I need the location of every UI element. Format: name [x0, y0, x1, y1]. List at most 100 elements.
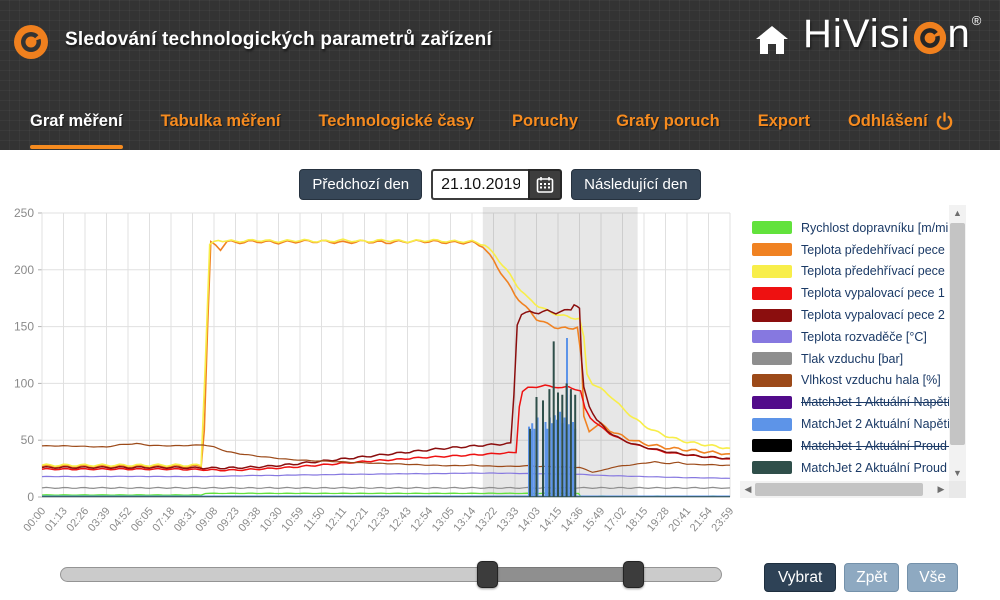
legend-item[interactable]: MatchJet 2 Aktuální Proud [u	[752, 457, 949, 479]
horizontal-scroll-thumb[interactable]	[755, 483, 923, 496]
legend-swatch	[752, 264, 792, 278]
legend-vertical-scrollbar[interactable]: ▲ ▼	[949, 205, 966, 481]
slider-selected-range[interactable]	[486, 567, 633, 582]
date-group	[431, 169, 563, 200]
legend-item[interactable]: Teplota vypalovací pece 2 [°	[752, 304, 949, 326]
legend-horizontal-scrollbar[interactable]: ◀ ▶	[740, 481, 949, 498]
legend-item[interactable]: Teplota předehřívací pece 2	[752, 261, 949, 283]
nav-item-label: Tabulka měření	[160, 112, 281, 130]
legend-item[interactable]: Teplota předehřívací pece 1	[752, 239, 949, 261]
svg-text:13:14: 13:14	[451, 505, 478, 534]
nav-item-technologick-asy[interactable]: Technologické časy	[318, 112, 474, 149]
calendar-button[interactable]	[528, 169, 563, 200]
previous-day-button[interactable]: Předchozí den	[299, 169, 423, 200]
legend-label: Teplota předehřívací pece 2	[801, 264, 949, 279]
slider-handle-right[interactable]	[622, 561, 644, 588]
select-button[interactable]: Vybrat	[764, 563, 837, 592]
legend-swatch	[752, 395, 792, 409]
legend-label: Rychlost dopravníku [m/min]	[801, 220, 949, 235]
footer-buttons: Vybrat Zpět Vše	[764, 563, 958, 592]
next-day-button[interactable]: Následující den	[571, 169, 701, 200]
legend-label: MatchJet 1 Aktuální Napětí [	[801, 395, 949, 410]
legend-item[interactable]: Teplota rozvaděče [°C]	[752, 326, 949, 348]
nav-item-label: Grafy poruch	[616, 112, 720, 130]
back-button[interactable]: Zpět	[844, 563, 900, 592]
legend-label: Tlak vzduchu [bar]	[801, 351, 904, 366]
legend-item[interactable]: MatchJet 2 Aktuální Napětí [	[752, 413, 949, 435]
legend-swatch	[752, 308, 792, 322]
svg-text:17:02: 17:02	[602, 505, 629, 534]
nav-item-tabulka-m-en-[interactable]: Tabulka měření	[161, 112, 281, 149]
svg-text:14:15: 14:15	[537, 505, 564, 534]
svg-text:12:33: 12:33	[365, 505, 392, 534]
nav-item-graf-m-en-[interactable]: Graf měření	[30, 112, 123, 149]
nav-item-export[interactable]: Export	[758, 112, 810, 149]
nav-item-label: Export	[757, 112, 810, 130]
nav-item-label: Poruchy	[512, 112, 579, 130]
scroll-down-icon[interactable]: ▼	[953, 468, 962, 478]
vertical-scroll-thumb[interactable]	[950, 223, 965, 445]
legend-item[interactable]: MatchJet 1 Aktuální Proud [u	[752, 435, 949, 457]
legend-swatch	[752, 439, 792, 453]
legend-label: Teplota předehřívací pece 1	[801, 242, 949, 257]
svg-text:100: 100	[14, 376, 34, 390]
legend-item[interactable]: MatchJet 1 Aktuální Napětí [	[752, 391, 949, 413]
svg-text:14:03: 14:03	[516, 505, 543, 534]
measurement-chart[interactable]: 0 50 100 150 200 250 00:0001:1302:2603:3904:52…	[0, 200, 740, 550]
legend-item[interactable]: Tlak vzduchu [bar]	[752, 348, 949, 370]
svg-text:09:08: 09:08	[193, 505, 220, 534]
legend-label: Vlhkost vzduchu hala [%]	[801, 373, 941, 388]
legend-label: Teplota rozvaděče [°C]	[801, 329, 927, 344]
legend-item[interactable]: Vlhkost vzduchu hala [%]	[752, 370, 949, 392]
svg-text:12:43: 12:43	[387, 505, 414, 534]
svg-text:12:54: 12:54	[408, 505, 435, 534]
svg-text:14:36: 14:36	[559, 505, 586, 534]
nav-item-poruchy[interactable]: Poruchy	[512, 112, 578, 149]
legend-item[interactable]: Teplota vypalovací pece 1 [°	[752, 282, 949, 304]
svg-text:01:13: 01:13	[43, 505, 70, 534]
svg-text:10:59: 10:59	[279, 505, 306, 534]
svg-text:09:23: 09:23	[215, 505, 242, 534]
time-range-slider[interactable]	[60, 561, 722, 588]
svg-text:18:15: 18:15	[623, 505, 650, 534]
all-button[interactable]: Vše	[907, 563, 958, 592]
nav-item-label: Odhlášení	[847, 112, 928, 130]
svg-text:02:26: 02:26	[64, 505, 91, 534]
legend-label: MatchJet 2 Aktuální Proud [u	[801, 460, 949, 475]
scroll-left-icon[interactable]: ◀	[744, 484, 752, 494]
page-title: Sledování technologických parametrů zaří…	[65, 29, 492, 50]
brand-text-left: HiVisi	[803, 12, 911, 56]
svg-text:00:00: 00:00	[21, 505, 48, 534]
legend-item[interactable]: Rychlost dopravníku [m/min]	[752, 217, 949, 239]
svg-text:03:39: 03:39	[86, 505, 113, 534]
power-icon	[936, 112, 953, 130]
legend-list: Rychlost dopravníku [m/min] Teplota přede…	[740, 205, 949, 481]
svg-text:13:05: 13:05	[430, 505, 457, 534]
svg-text:12:21: 12:21	[344, 505, 371, 534]
svg-text:15:49: 15:49	[580, 505, 607, 534]
legend-swatch	[752, 286, 792, 300]
scrollbar-corner	[949, 481, 966, 498]
legend-swatch	[752, 417, 792, 431]
svg-text:50: 50	[21, 433, 35, 447]
legend-label: Teplota vypalovací pece 1 [°	[801, 286, 949, 301]
legend-swatch	[752, 221, 792, 235]
nav-item-grafy-poruch[interactable]: Grafy poruch	[616, 112, 720, 149]
legend-label: MatchJet 2 Aktuální Napětí [	[801, 417, 949, 432]
legend-swatch	[752, 330, 792, 344]
svg-text:06:05: 06:05	[129, 505, 156, 534]
svg-text:12:11: 12:11	[323, 505, 349, 533]
nav-item-odhl-en-[interactable]: Odhlášení	[848, 112, 954, 149]
home-icon[interactable]	[755, 24, 789, 56]
calendar-icon	[536, 176, 554, 193]
scroll-up-icon[interactable]: ▲	[953, 208, 962, 218]
nav-item-label: Graf měření	[30, 112, 123, 130]
svg-text:0: 0	[27, 490, 34, 504]
slider-handle-left[interactable]	[476, 561, 498, 588]
main-nav: Graf měření Tabulka měření Technologické č…	[30, 112, 954, 149]
date-input[interactable]	[431, 169, 529, 200]
chart-legend: Rychlost dopravníku [m/min] Teplota přede…	[740, 205, 966, 498]
svg-text:07:18: 07:18	[150, 505, 177, 534]
scroll-right-icon[interactable]: ▶	[937, 484, 945, 494]
brand-logo[interactable]: HiVisi n ®	[803, 12, 981, 57]
